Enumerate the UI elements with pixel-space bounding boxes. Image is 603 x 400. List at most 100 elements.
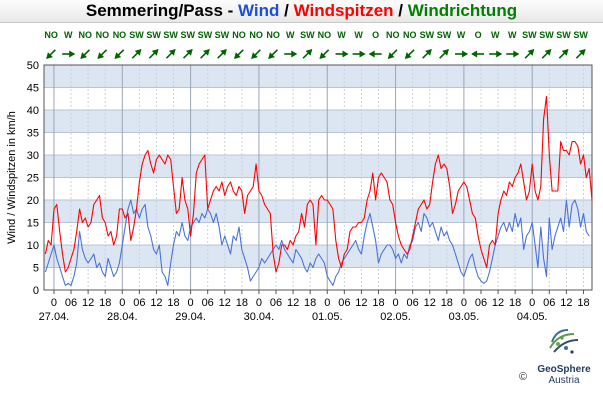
x-tick-label: 06 (475, 297, 487, 309)
background-band (44, 132, 592, 155)
wind-direction-label: O (372, 30, 379, 40)
wind-direction-label: SW (522, 30, 537, 40)
wind-direction-arrow-icon (165, 49, 176, 59)
wind-direction-label: NO (386, 30, 400, 40)
y-tick-label: 5 (33, 263, 39, 275)
arrow-head (425, 49, 432, 56)
x-tick-label: 06 (543, 297, 555, 309)
y-tick-label: 15 (27, 218, 39, 230)
x-tick-label: 06 (338, 297, 350, 309)
arrow-head (578, 49, 586, 56)
wind-direction-label: SW (163, 30, 178, 40)
wind-direction-label: NO (318, 30, 332, 40)
x-tick-label: 18 (236, 297, 248, 309)
arrow-head (561, 49, 569, 56)
x-tick-label: 0 (461, 297, 467, 309)
chart-title: Semmering/Pass - Wind / Windspitzen / Wi… (0, 0, 603, 23)
background-band (44, 245, 592, 268)
arrow-head (544, 49, 552, 56)
wind-direction-label: W (337, 30, 346, 40)
x-tick-label: 18 (577, 297, 589, 309)
wind-direction-label: SW (300, 30, 315, 40)
title-gusts: Windspitzen (293, 1, 394, 20)
arrow-head (80, 52, 88, 59)
wind-direction-label: W (491, 30, 500, 40)
wind-direction-label: O (475, 30, 482, 40)
x-tick-label: 06 (133, 297, 145, 309)
y-axis-label: Wind / Windspitzen in km/h (6, 111, 18, 244)
wind-direction-arrow-icon (302, 49, 313, 59)
series-line-windspitzen (44, 95, 593, 273)
wind-direction-arrow-icon (80, 49, 91, 59)
y-tick-label: 45 (27, 83, 39, 95)
x-tick-label: 18 (441, 297, 453, 309)
y-tick-label: 25 (27, 173, 39, 185)
arrow-head (46, 52, 53, 59)
arrow-head (291, 50, 298, 58)
wind-direction-label: SW (556, 30, 571, 40)
arrow-head (342, 50, 349, 58)
x-date-label: 29.04. (175, 311, 206, 323)
y-tick-label: 0 (33, 285, 39, 297)
wind-direction-arrow-icon (251, 49, 261, 59)
wind-direction-arrow-icon (46, 49, 56, 59)
wind-direction-label: NO (44, 30, 58, 40)
y-tick-label: 35 (27, 128, 39, 140)
wind-direction-label: SW (437, 30, 452, 40)
x-date-label: 30.04. (244, 311, 275, 323)
x-tick-label: 12 (82, 297, 94, 309)
wind-direction-arrow-icon (524, 49, 535, 59)
background-band (44, 222, 592, 245)
x-tick-label: 0 (529, 297, 535, 309)
arrow-head (234, 52, 241, 59)
wind-direction-label: NO (79, 30, 93, 40)
arrow-head (203, 49, 210, 56)
wind-direction-arrow-icon (131, 49, 142, 59)
wind-direction-arrow-icon (182, 49, 193, 59)
wind-direction-label: SW (181, 30, 196, 40)
wind-direction-arrow-icon (368, 50, 382, 58)
title-wind: Wind (238, 1, 280, 20)
x-tick-label: 12 (424, 297, 436, 309)
logo-country: Austria (548, 375, 580, 386)
wind-direction-arrow-icon (387, 49, 398, 59)
geosphere-logo: GeoSphere Austria (528, 322, 600, 386)
background-band (44, 155, 592, 178)
wind-direction-label: NO (249, 30, 263, 40)
arrow-head (527, 49, 535, 56)
wind-direction-label: SW (539, 30, 554, 40)
wind-direction-arrow-icon (352, 50, 366, 58)
wind-direction-label: SW (146, 30, 161, 40)
arrow-head (319, 52, 327, 59)
arrow-head (305, 49, 313, 56)
wind-direction-arrow-icon (335, 50, 349, 58)
wind-direction-arrow-icon (284, 50, 298, 58)
title-separator: - (222, 1, 239, 20)
geosphere-logo-icon (549, 329, 579, 354)
arrow-head (404, 52, 412, 59)
arrow-head (151, 49, 159, 56)
title-station: Semmering/Pass (85, 1, 223, 20)
title-separator: / (279, 1, 294, 20)
plot-frame (43, 64, 593, 291)
x-tick-label: 0 (119, 297, 125, 309)
wind-direction-arrow-icon (268, 49, 278, 59)
arrow-head (387, 52, 395, 59)
x-tick-label: 06 (202, 297, 214, 309)
wind-direction-arrow-icon (97, 49, 108, 59)
arrow-head (442, 49, 449, 56)
wind-direction-arrow-icon (558, 49, 569, 59)
x-tick-label: 06 (270, 297, 282, 309)
wind-direction-arrow-icon (62, 50, 76, 58)
x-tick-label: 0 (393, 297, 399, 309)
wind-direction-label: SW (198, 30, 213, 40)
x-date-label: 03.05. (449, 311, 480, 323)
y-tick-label: 20 (27, 195, 39, 207)
wind-direction-label: SW (129, 30, 144, 40)
wind-direction-label: NO (113, 30, 127, 40)
x-tick-label: 12 (355, 297, 367, 309)
wind-direction-label: SW (420, 30, 435, 40)
background-band (44, 87, 592, 110)
x-tick-label: 0 (51, 297, 57, 309)
